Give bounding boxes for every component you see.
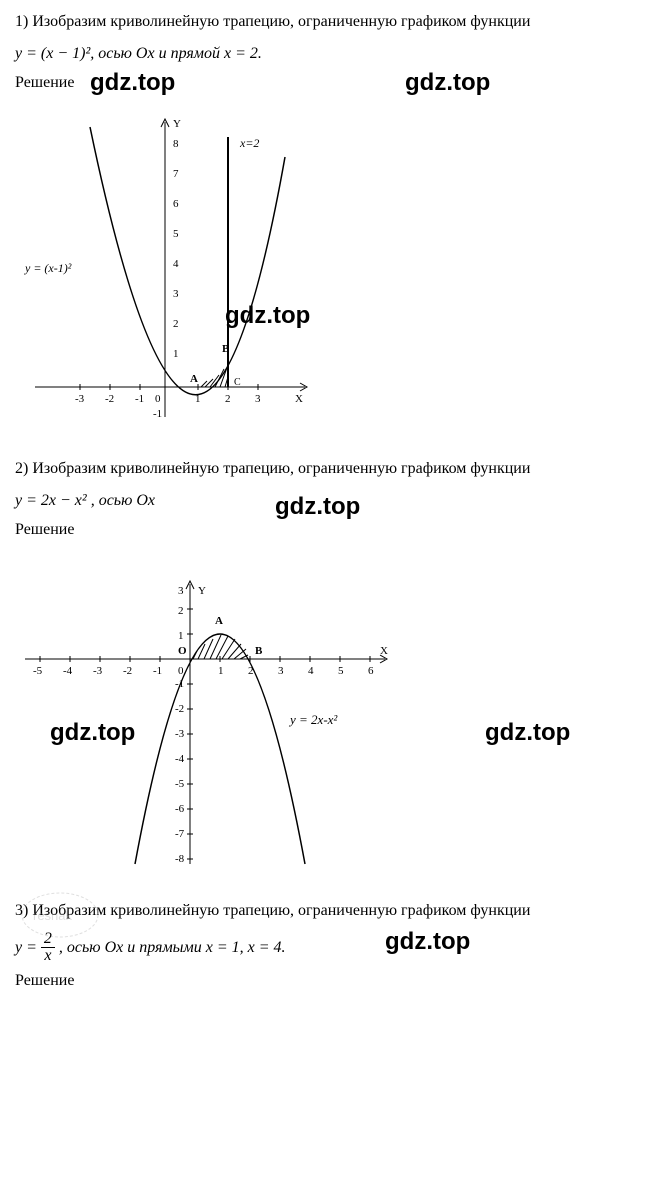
watermark-text: gdz.top	[225, 302, 310, 330]
svg-text:C: C	[234, 377, 241, 388]
problem-2-text: 2) Изобразим криволинейную трапецию, огр…	[15, 457, 635, 481]
svg-text:2: 2	[178, 605, 184, 617]
svg-text:B: B	[255, 645, 263, 657]
svg-text:-3: -3	[75, 393, 85, 405]
svg-text:-8: -8	[175, 853, 185, 865]
svg-text:Y: Y	[173, 118, 181, 130]
problem-1: 1) Изобразим криволинейную трапецию, огр…	[15, 10, 635, 427]
svg-text:-3: -3	[93, 665, 103, 677]
solution-label-2: Решение	[15, 521, 635, 539]
problem-1-formula: y = (x − 1)², осью Ox и прямой x = 2.	[15, 42, 635, 66]
watermark-text: gdz.top	[385, 928, 470, 956]
svg-text:4: 4	[308, 665, 314, 677]
svg-text:0: 0	[155, 393, 161, 405]
svg-text:-1: -1	[153, 408, 162, 420]
svg-text:-5: -5	[175, 778, 185, 790]
svg-text:5: 5	[338, 665, 344, 677]
svg-text:6: 6	[173, 198, 179, 210]
svg-text:x=2: x=2	[239, 136, 259, 150]
svg-text:3: 3	[173, 288, 179, 300]
svg-text:X: X	[380, 645, 388, 657]
svg-text:-2: -2	[105, 393, 114, 405]
watermark-text: gdz.top	[50, 719, 135, 747]
problem-3-text: 3) Изобразим криволинейную трапецию, огр…	[15, 899, 635, 923]
svg-text:-1: -1	[135, 393, 144, 405]
svg-text:8: 8	[173, 138, 179, 150]
svg-text:2: 2	[173, 318, 179, 330]
svg-text:-7: -7	[175, 828, 185, 840]
svg-text:1: 1	[178, 630, 184, 642]
svg-text:7: 7	[173, 168, 179, 180]
svg-text:-2: -2	[175, 703, 184, 715]
svg-text:1: 1	[218, 665, 224, 677]
svg-text:A: A	[215, 615, 223, 627]
svg-text:-4: -4	[63, 665, 73, 677]
svg-text:-2: -2	[123, 665, 132, 677]
svg-text:6: 6	[368, 665, 374, 677]
watermark-text: gdz.top	[275, 493, 360, 521]
problem-3-formula: y = 2 x , осью Ox и прямыми x = 1, x = 4…	[15, 931, 635, 964]
parabola-graph-svg: -3 -2 -1 0 1 2 3 X Y -1 1 2 3 4 5 6 7 8	[15, 107, 315, 427]
watermark-text: gdz.top	[405, 69, 490, 97]
problem-statement: Изобразим криволинейную трапецию, ограни…	[32, 902, 530, 919]
watermark-text: gdz.top	[485, 719, 570, 747]
svg-text:A: A	[190, 373, 198, 385]
svg-text:B: B	[222, 343, 230, 355]
svg-text:-1: -1	[175, 678, 184, 690]
svg-text:0: 0	[178, 665, 184, 677]
svg-text:3: 3	[255, 393, 261, 405]
svg-text:y = 2x-x²: y = 2x-x²	[288, 712, 338, 727]
svg-text:reshak: reshak	[33, 908, 73, 923]
svg-text:4: 4	[173, 258, 179, 270]
svg-text:-6: -6	[175, 803, 185, 815]
svg-text:-1: -1	[153, 665, 162, 677]
solution-label-3: Решение	[15, 972, 635, 990]
svg-text:X: X	[295, 393, 303, 405]
problem-3: reshak 3) Изобразим криволинейную трапец…	[15, 899, 635, 990]
svg-text:y = (x-1)²: y = (x-1)²	[24, 261, 72, 275]
problem-number: 2)	[15, 460, 28, 477]
problem-statement: Изобразим криволинейную трапецию, ограни…	[32, 13, 530, 30]
graph-1: gdz.top -3 -2 -1 0 1 2 3 X Y -1 1 2	[15, 107, 635, 427]
svg-text:-5: -5	[33, 665, 43, 677]
svg-text:3: 3	[278, 665, 284, 677]
graph-2: gdz.top gdz.top -5 -4 -3 -2 -1 0 1 2 3 4…	[15, 579, 635, 869]
svg-text:1: 1	[173, 348, 179, 360]
problem-1-text: 1) Изобразим криволинейную трапецию, огр…	[15, 10, 635, 34]
svg-text:5: 5	[173, 228, 179, 240]
svg-text:O: O	[178, 645, 187, 657]
svg-text:3: 3	[178, 585, 184, 597]
svg-text:-3: -3	[175, 728, 185, 740]
problem-statement: Изобразим криволинейную трапецию, ограни…	[32, 460, 530, 477]
svg-text:Y: Y	[198, 585, 206, 597]
svg-text:-4: -4	[175, 753, 185, 765]
svg-text:2: 2	[225, 393, 231, 405]
problem-number: 1)	[15, 13, 28, 30]
problem-2: 2) Изобразим криволинейную трапецию, огр…	[15, 457, 635, 869]
watermark-text: gdz.top	[90, 69, 175, 97]
